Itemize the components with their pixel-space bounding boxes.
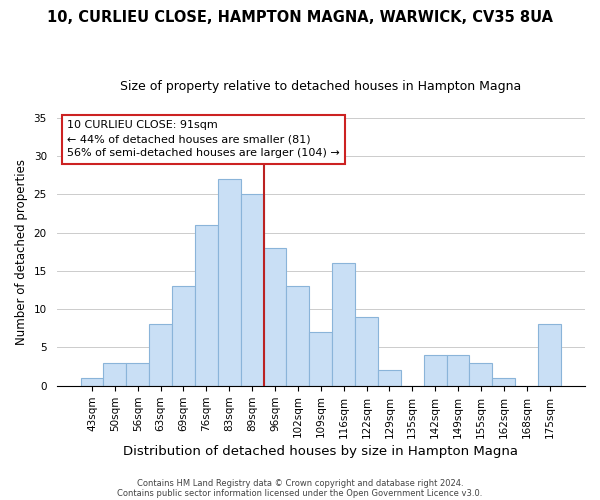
Bar <box>424 355 446 386</box>
Title: Size of property relative to detached houses in Hampton Magna: Size of property relative to detached ho… <box>120 80 521 93</box>
Bar <box>241 194 263 386</box>
Bar <box>172 286 195 386</box>
Bar <box>263 248 286 386</box>
Bar <box>538 324 561 386</box>
Bar <box>493 378 515 386</box>
Text: Contains HM Land Registry data © Crown copyright and database right 2024.: Contains HM Land Registry data © Crown c… <box>137 478 463 488</box>
Bar <box>218 179 241 386</box>
Bar <box>195 225 218 386</box>
Text: Contains public sector information licensed under the Open Government Licence v3: Contains public sector information licen… <box>118 488 482 498</box>
Bar <box>127 362 149 386</box>
Text: 10, CURLIEU CLOSE, HAMPTON MAGNA, WARWICK, CV35 8UA: 10, CURLIEU CLOSE, HAMPTON MAGNA, WARWIC… <box>47 10 553 25</box>
Bar <box>286 286 310 386</box>
Bar <box>80 378 103 386</box>
Bar <box>469 362 493 386</box>
Bar <box>332 263 355 386</box>
Bar <box>310 332 332 386</box>
Text: 10 CURLIEU CLOSE: 91sqm
← 44% of detached houses are smaller (81)
56% of semi-de: 10 CURLIEU CLOSE: 91sqm ← 44% of detache… <box>67 120 340 158</box>
Y-axis label: Number of detached properties: Number of detached properties <box>15 158 28 344</box>
Bar <box>149 324 172 386</box>
Bar <box>378 370 401 386</box>
Bar <box>103 362 127 386</box>
Bar <box>446 355 469 386</box>
X-axis label: Distribution of detached houses by size in Hampton Magna: Distribution of detached houses by size … <box>123 444 518 458</box>
Bar <box>355 317 378 386</box>
